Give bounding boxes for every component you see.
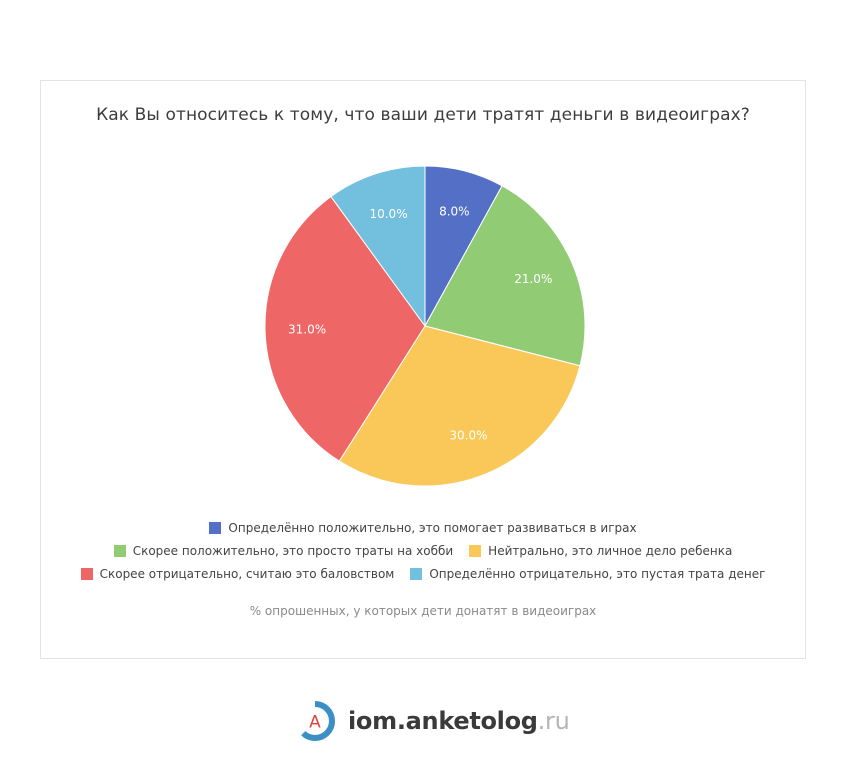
legend-row: Скорее положительно, это просто траты на… — [41, 539, 805, 562]
legend-item[interactable]: Определённо положительно, это помогает р… — [209, 520, 637, 535]
chart-legend: Определённо положительно, это помогает р… — [41, 516, 805, 585]
legend-label: Скорее положительно, это просто траты на… — [132, 543, 454, 558]
legend-swatch — [80, 567, 93, 580]
anketolog-logo-icon: A — [295, 701, 335, 741]
pie-slice[interactable] — [330, 165, 426, 328]
legend-row: Скорее отрицательно, считаю это баловств… — [41, 562, 805, 585]
slice-data-label: 10.0% — [369, 207, 407, 221]
slice-data-label: 31.0% — [288, 323, 326, 337]
brand-name: iom.anketolog — [348, 707, 538, 735]
brand-footer[interactable]: A iom.anketolog .ru — [292, 698, 570, 744]
legend-label: Нейтрально, это личное дело ребенка — [488, 543, 733, 558]
slice-data-label: 8.0% — [439, 205, 470, 219]
legend-swatch — [113, 544, 126, 557]
pie-chart: 8.0% 21.0% 30.0% 31.0% 10.0% — [264, 165, 586, 487]
legend-swatch — [410, 567, 423, 580]
legend-item[interactable]: Скорее отрицательно, считаю это баловств… — [80, 566, 395, 581]
slice-data-label: 30.0% — [449, 429, 487, 443]
legend-item[interactable]: Определённо отрицательно, это пустая тра… — [410, 567, 765, 581]
legend-swatch — [469, 544, 482, 557]
legend-label: Скорее отрицательно, считаю это баловств… — [99, 566, 395, 581]
chart-caption: % опрошенных, у которых дети донатят в в… — [249, 604, 597, 618]
legend-row: Определённо положительно, это помогает р… — [41, 516, 805, 539]
pie-slice[interactable] — [424, 185, 586, 367]
svg-text:A: A — [309, 713, 321, 733]
legend-item[interactable]: Скорее положительно, это просто траты на… — [113, 543, 454, 558]
pie-slice[interactable] — [338, 325, 581, 487]
brand-tld: .ru — [537, 707, 570, 735]
legend-swatch — [209, 521, 222, 534]
pie-slice[interactable] — [264, 195, 426, 462]
legend-label: Определённо отрицательно, это пустая тра… — [429, 566, 766, 581]
slice-data-label: 21.0% — [514, 272, 552, 286]
legend-label: Определённо положительно, это помогает р… — [228, 520, 637, 535]
chart-title: Как Вы относитесь к тому, что ваши дети … — [96, 105, 750, 125]
legend-item[interactable]: Нейтрально, это личное дело ребенка — [469, 544, 732, 558]
chart-card: Как Вы относитесь к тому, что ваши дети … — [40, 80, 806, 659]
